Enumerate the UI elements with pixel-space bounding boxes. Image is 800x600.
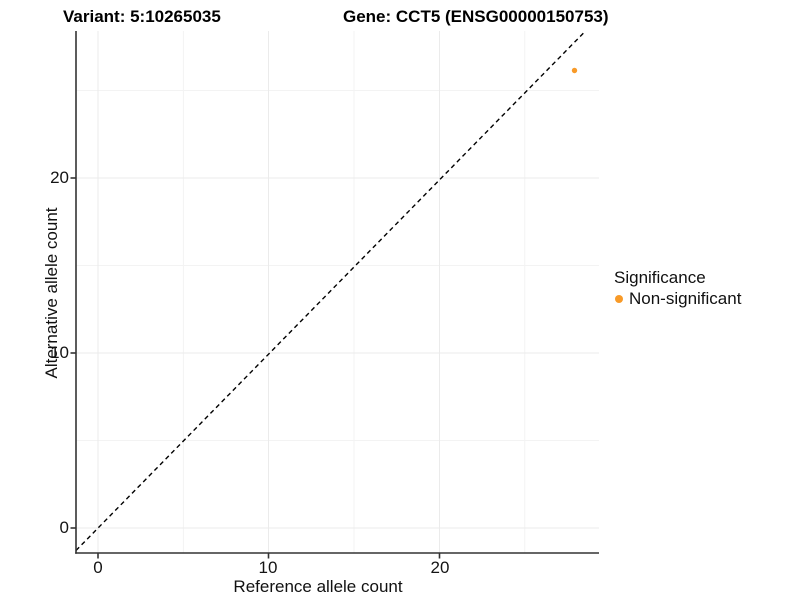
identity-reference-line <box>75 30 586 551</box>
gene-title: Gene: CCT5 (ENSG00000150753) <box>343 7 609 26</box>
y-tick-label-0: 0 <box>59 518 69 537</box>
major-gridlines <box>76 31 599 553</box>
x-tick-label-0: 0 <box>93 558 103 577</box>
legend-item-non-significant: Non-significant <box>614 289 741 309</box>
y-tick-label-20: 20 <box>50 168 69 187</box>
variant-title: Variant: 5:10265035 <box>63 7 221 26</box>
minor-gridlines <box>76 31 599 553</box>
x-tick-label-10: 10 <box>258 558 278 577</box>
data-point-non-significant <box>571 67 578 74</box>
legend-item-label: Non-significant <box>629 289 742 308</box>
axis-lines <box>75 31 599 554</box>
legend: Significance Non-significant <box>614 268 741 309</box>
tick-marks <box>70 177 441 559</box>
y-axis-title: Alternative allele count <box>42 207 61 379</box>
y-tick-label-10: 10 <box>50 343 69 362</box>
legend-dot-icon <box>615 295 623 303</box>
x-tick-label-20: 20 <box>430 558 450 577</box>
x-axis-title: Reference allele count <box>233 577 403 596</box>
legend-title: Significance <box>614 268 706 287</box>
